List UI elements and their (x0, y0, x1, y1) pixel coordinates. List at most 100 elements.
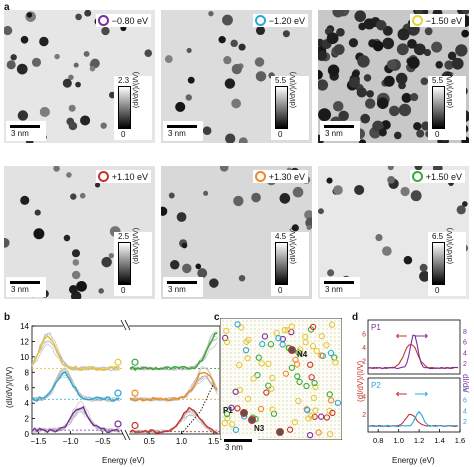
defect-spot (182, 263, 192, 274)
lattice-dot (254, 384, 256, 386)
defect-spot (363, 18, 375, 30)
lattice-dot (270, 372, 272, 374)
lattice-dot (230, 424, 232, 426)
defect-ring (323, 341, 330, 349)
lattice-dot (262, 392, 264, 394)
lattice-dot (266, 344, 268, 346)
lattice-dot (322, 436, 324, 438)
defect-ring (305, 415, 312, 422)
energy-tag: +1.30 eV (252, 170, 308, 183)
lattice-dot (250, 332, 252, 334)
defect-spot (84, 10, 92, 17)
lattice-dot (222, 332, 224, 334)
lattice-dot (258, 384, 260, 386)
point-spectra-plot: P1 2 4 6 2 4 6 8 P2 2 4 2 4 6 8 0.8 1.0 1.2 1.4 1.6 (362, 319, 467, 445)
lattice-dot (286, 372, 288, 374)
spectrum-gray (129, 409, 218, 434)
defect-spot (360, 113, 371, 124)
defect-spot (403, 255, 413, 265)
lattice-dot (270, 348, 272, 350)
lattice-dot (306, 356, 308, 358)
lattice-dot (222, 396, 224, 398)
lattice-dot (314, 336, 316, 338)
defect-spot (386, 59, 397, 70)
lattice-dot (326, 320, 328, 322)
defect-map (220, 318, 342, 440)
lattice-dot (322, 412, 324, 414)
lattice-dot (274, 324, 276, 326)
break-mark (120, 429, 127, 441)
lattice-dot (334, 404, 336, 406)
lattice-dot (330, 340, 332, 342)
scalebar-text: 3 nm (168, 129, 186, 138)
lattice-dot (334, 408, 336, 410)
marked-defect (288, 346, 296, 354)
lattice-dot (294, 432, 296, 434)
lattice-dot (338, 420, 340, 422)
lattice-dot (286, 408, 288, 410)
lattice-dot (278, 416, 280, 418)
lattice-dot (338, 352, 340, 354)
spectrum-gray (129, 365, 218, 402)
lattice-dot (294, 372, 296, 374)
lattice-dot (302, 344, 304, 346)
defect-spot (70, 193, 77, 200)
defect-spot (282, 30, 290, 38)
lattice-dot (254, 336, 256, 338)
lattice-dot (226, 356, 228, 358)
defect-ring (318, 352, 325, 359)
lattice-dot (310, 372, 312, 374)
defect-spot (71, 270, 81, 280)
lattice-dot (294, 340, 296, 342)
lattice-dot (266, 384, 268, 386)
colorbar-gradient (275, 242, 288, 285)
lattice-dot (318, 428, 320, 430)
lattice-dot (246, 348, 248, 350)
lattice-dot (298, 392, 300, 394)
lattice-dot (330, 400, 332, 402)
lattice-dot (302, 428, 304, 430)
lattice-dot (238, 412, 240, 414)
lattice-dot (274, 356, 276, 358)
lattice-dot (302, 404, 304, 406)
lattice-dot (266, 372, 268, 374)
lattice-dot (326, 376, 328, 378)
defect-spot (447, 51, 457, 61)
lattice-dot (238, 416, 240, 418)
lattice-dot (278, 324, 280, 326)
defect-spot (333, 44, 345, 55)
lattice-dot (322, 384, 324, 386)
lattice-dot (338, 436, 340, 438)
lattice-dot (282, 412, 284, 414)
colorbar-min: 0 (278, 286, 283, 295)
lattice-dot (262, 416, 264, 418)
lattice-dot (338, 328, 340, 330)
lattice-dot (310, 364, 312, 366)
lattice-dot (266, 392, 268, 394)
defect-ring (296, 378, 303, 386)
lattice-dot (254, 396, 256, 398)
lattice-dot (306, 396, 308, 398)
lattice-dot (334, 348, 336, 350)
lattice-dot (270, 436, 272, 438)
defect-spot (400, 186, 410, 197)
defect-spot (431, 41, 443, 53)
defect-ring (286, 426, 294, 433)
defect-ring (291, 418, 299, 426)
lattice-dot (318, 404, 320, 406)
defect-ring (268, 385, 275, 392)
lattice-dot (282, 324, 284, 326)
lattice-dot (310, 376, 312, 378)
lattice-dot (278, 392, 280, 394)
colorbar: 5.5 0 (dI/dV)/(I/V) (271, 72, 309, 140)
lattice-dot (314, 424, 316, 426)
lattice-dot (222, 320, 224, 322)
lattice-dot (258, 432, 260, 434)
lattice-dot (254, 332, 256, 334)
defect-ring (326, 391, 333, 398)
defect-spot (383, 75, 395, 87)
lattice-dot (282, 396, 284, 398)
lattice-dot (262, 412, 264, 414)
lattice-dot (230, 392, 232, 394)
lattice-dot (242, 384, 244, 386)
